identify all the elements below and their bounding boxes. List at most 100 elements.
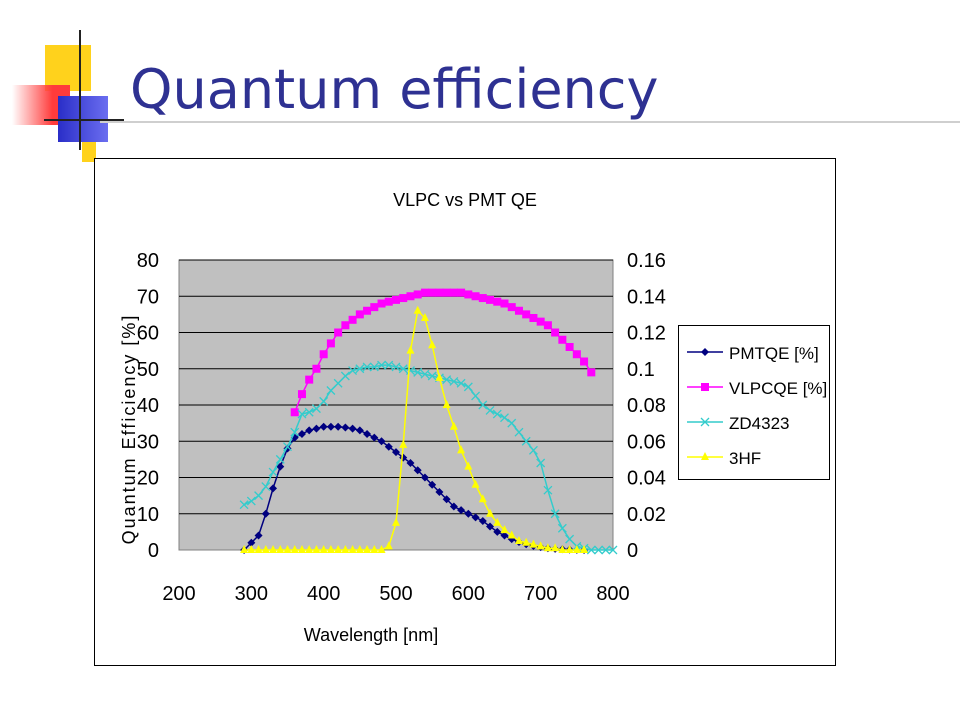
data-point: [362, 362, 372, 372]
data-point: [580, 357, 589, 366]
y2-tick-label: 0.14: [627, 286, 666, 308]
data-point: [348, 424, 357, 433]
legend-label: PMTQE [%]: [729, 344, 819, 363]
title-divider: [100, 121, 960, 123]
data-point: [340, 371, 350, 381]
data-point: [333, 378, 343, 388]
data-point: [392, 517, 400, 526]
data-point: [457, 288, 466, 297]
data-point: [420, 473, 429, 482]
legend-entry: VLPCQE [%]: [687, 379, 827, 398]
data-point: [565, 343, 574, 351]
data-point: [420, 288, 429, 297]
deco-vertical-line: [79, 30, 81, 150]
data-point: [341, 423, 350, 432]
data-point: [363, 545, 372, 553]
data-point: [319, 545, 328, 553]
data-point: [297, 545, 306, 553]
data-point: [500, 531, 509, 540]
data-point: [290, 545, 299, 553]
data-point: [449, 421, 458, 430]
x-tick-label: 200: [162, 583, 195, 605]
data-point: [297, 390, 306, 399]
data-point: [427, 371, 437, 381]
data-point: [275, 454, 285, 464]
data-point: [240, 545, 249, 553]
data-point: [449, 376, 459, 386]
data-point: [500, 299, 509, 308]
series-1: [290, 288, 596, 417]
series-2: [239, 360, 618, 555]
data-point: [261, 509, 270, 518]
data-point: [608, 545, 618, 555]
slide-title: Quantum efficiency: [130, 58, 659, 121]
data-point: [464, 290, 473, 299]
data-point: [420, 369, 430, 379]
x-tick-label: 300: [235, 583, 268, 605]
legend-swatch-marker: [700, 417, 710, 427]
data-point: [551, 543, 560, 552]
data-point: [529, 314, 538, 322]
data-point: [319, 350, 328, 359]
data-point: [601, 545, 611, 555]
y-tick-label: 40: [137, 395, 159, 417]
data-point: [478, 494, 487, 503]
data-point: [377, 545, 386, 553]
legend-label: VLPCQE [%]: [729, 379, 827, 398]
data-point: [486, 295, 495, 304]
data-point: [297, 430, 306, 438]
data-point: [290, 427, 300, 437]
data-point: [428, 340, 437, 349]
data-point: [268, 467, 278, 477]
x-tick-label: 400: [307, 583, 340, 605]
data-point: [334, 328, 343, 337]
y2-tick-label: 0.16: [627, 250, 666, 272]
data-point: [377, 437, 386, 446]
data-point: [551, 328, 560, 337]
data-point: [276, 545, 285, 553]
data-point: [486, 522, 495, 531]
data-point: [558, 335, 567, 344]
data-point: [384, 360, 394, 370]
data-point: [305, 426, 314, 435]
legend-entry: PMTQE [%]: [687, 344, 819, 363]
data-point: [305, 375, 314, 384]
data-point: [290, 408, 299, 417]
data-point: [514, 306, 523, 315]
data-point: [369, 362, 379, 372]
data-point: [565, 545, 574, 553]
y-tick-label: 0: [148, 540, 159, 562]
data-point: [348, 545, 357, 553]
chart-title: VLPC vs PMT QE: [393, 190, 537, 210]
y-tick-label: 80: [137, 250, 159, 272]
y-axis-label: Quantum Efficiency [%]: [119, 314, 139, 545]
data-point: [471, 479, 480, 488]
data-point: [283, 442, 292, 452]
y-tick-label: 60: [137, 323, 159, 345]
y-tick-label: 10: [137, 504, 159, 526]
data-point: [355, 426, 364, 435]
data-point: [247, 538, 256, 547]
data-point: [413, 305, 422, 314]
data-point: [442, 288, 451, 297]
data-point: [507, 303, 516, 312]
data-point: [413, 290, 422, 299]
data-point: [391, 362, 401, 372]
data-point: [326, 386, 336, 395]
data-point: [507, 418, 517, 428]
data-point: [493, 297, 502, 306]
data-point: [384, 297, 393, 306]
y2-tick-label: 0.1: [627, 359, 655, 381]
data-point: [464, 461, 473, 470]
data-point: [355, 310, 364, 319]
data-point: [500, 525, 509, 534]
data-point: [420, 313, 429, 321]
data-point: [456, 378, 466, 388]
data-point: [428, 480, 437, 489]
data-point: [522, 537, 531, 546]
data-point: [399, 439, 408, 448]
data-point: [457, 506, 466, 515]
data-point: [269, 545, 278, 553]
data-point: [478, 294, 487, 303]
data-point: [471, 391, 481, 401]
